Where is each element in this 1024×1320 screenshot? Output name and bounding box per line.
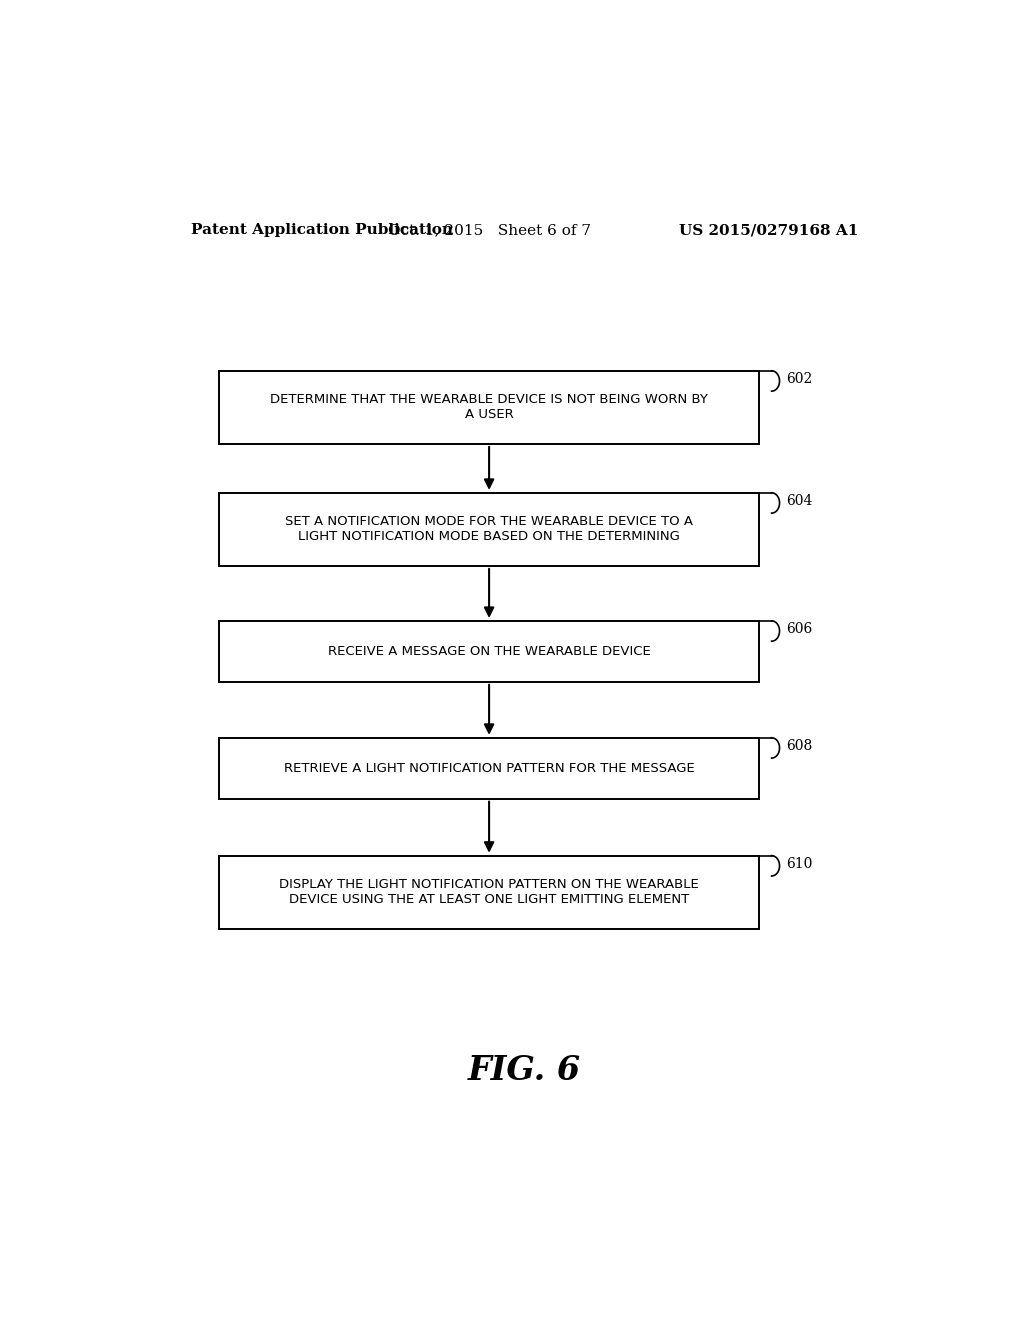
FancyArrowPatch shape [485,446,494,487]
Text: RETRIEVE A LIGHT NOTIFICATION PATTERN FOR THE MESSAGE: RETRIEVE A LIGHT NOTIFICATION PATTERN FO… [284,762,694,775]
FancyArrowPatch shape [485,569,494,615]
Text: SET A NOTIFICATION MODE FOR THE WEARABLE DEVICE TO A
LIGHT NOTIFICATION MODE BAS: SET A NOTIFICATION MODE FOR THE WEARABLE… [285,515,693,544]
Bar [219,371,759,444]
Text: RECEIVE A MESSAGE ON THE WEARABLE DEVICE: RECEIVE A MESSAGE ON THE WEARABLE DEVICE [328,645,650,657]
Bar [219,620,759,682]
Text: DISPLAY THE LIGHT NOTIFICATION PATTERN ON THE WEARABLE
DEVICE USING THE AT LEAST: DISPLAY THE LIGHT NOTIFICATION PATTERN O… [280,878,699,907]
Text: FIG. 6: FIG. 6 [468,1055,582,1088]
Text: 606: 606 [785,622,812,636]
Text: 602: 602 [785,372,812,385]
Bar [219,492,759,566]
Text: 608: 608 [785,739,812,752]
Text: US 2015/0279168 A1: US 2015/0279168 A1 [679,223,858,238]
Bar [219,855,759,929]
Text: DETERMINE THAT THE WEARABLE DEVICE IS NOT BEING WORN BY
A USER: DETERMINE THAT THE WEARABLE DEVICE IS NO… [270,393,708,421]
Text: 610: 610 [785,857,812,871]
Text: 604: 604 [785,494,812,508]
Text: Patent Application Publication: Patent Application Publication [191,223,454,238]
FancyArrowPatch shape [485,801,494,850]
Text: Oct. 1, 2015   Sheet 6 of 7: Oct. 1, 2015 Sheet 6 of 7 [388,223,591,238]
FancyArrowPatch shape [485,685,494,733]
Bar [219,738,759,799]
